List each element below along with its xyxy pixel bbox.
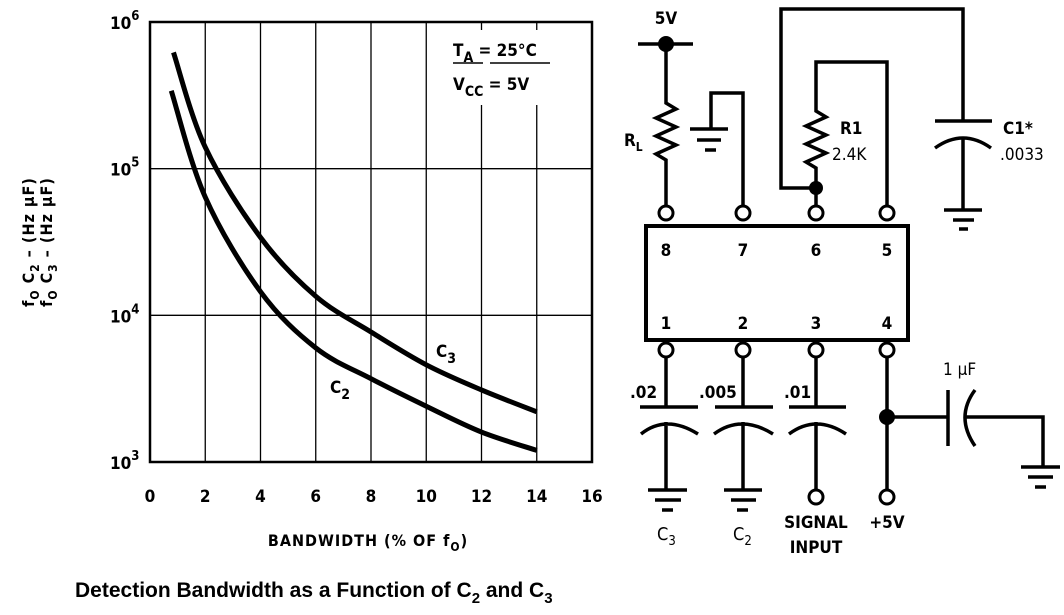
x-axis-label: BANDWIDTH (% OF fO) bbox=[268, 531, 468, 554]
supply-5v-label: 5V bbox=[655, 9, 678, 29]
y-tick-label: 105 bbox=[110, 156, 139, 181]
annotation-bg bbox=[445, 30, 585, 105]
pin-4-label: 4 bbox=[882, 314, 893, 334]
x-tick-label: 12 bbox=[471, 487, 492, 507]
curves bbox=[168, 51, 538, 453]
series-label-c3: C3 bbox=[436, 342, 456, 367]
y-axis-label: fO C2 – (Hz µF) fO C3 – (Hz µF) bbox=[19, 177, 60, 307]
pin-2-label: 2 bbox=[738, 314, 749, 334]
pin-3-label: 3 bbox=[811, 314, 822, 334]
pin-1-label: 1 bbox=[661, 314, 672, 334]
annotation-vcc: VCC = 5V bbox=[453, 75, 529, 100]
series-line-c2 bbox=[168, 89, 538, 453]
series-label-c2: C2 bbox=[330, 378, 350, 403]
pin-terminals bbox=[657, 204, 896, 506]
pin-8-label: 8 bbox=[661, 241, 672, 261]
c3-value: .02 bbox=[630, 383, 657, 403]
pin-7-label: 7 bbox=[738, 241, 749, 261]
figure-caption: Detection Bandwidth as a Function of C2 … bbox=[75, 579, 553, 607]
signal-label: SIGNAL bbox=[784, 513, 848, 533]
x-tick-label: 2 bbox=[200, 487, 211, 507]
x-tick-label: 4 bbox=[255, 487, 266, 507]
y-tick-label: 104 bbox=[110, 302, 139, 327]
ic-package bbox=[644, 224, 910, 342]
y-axis-label-c3: fO C3 – (Hz µF) bbox=[37, 177, 60, 307]
input-cap-value: .01 bbox=[784, 383, 811, 403]
series-line-c3 bbox=[171, 51, 538, 415]
c3-label: C3 bbox=[657, 524, 676, 549]
c1-label: C1* bbox=[1003, 119, 1033, 139]
x-tick-label: 0 bbox=[145, 487, 156, 507]
pin-6-label: 6 bbox=[811, 241, 822, 261]
input-label: INPUT bbox=[790, 538, 843, 558]
pin-numbers: 8 7 6 5 1 2 3 4 bbox=[661, 241, 893, 334]
wires bbox=[638, 7, 1060, 512]
y-axis-label-c2: fO C2 – (Hz µF) bbox=[19, 177, 42, 307]
rl-label: RL bbox=[624, 131, 643, 154]
x-ticks: 0 2 4 6 8 10 12 16 14 bbox=[145, 487, 603, 507]
x-tick-label: 10 bbox=[416, 487, 437, 507]
component-labels: 5V RL R1 2.4K C1* .0033 .02 .005 .01 1 µ… bbox=[624, 9, 1044, 558]
grid bbox=[150, 22, 592, 462]
pin-5-label: 5 bbox=[882, 241, 893, 261]
chart: 103 104 105 106 0 2 4 6 8 10 12 16 14 TA = 25°C VCC… bbox=[19, 9, 603, 554]
c1-value: .0033 bbox=[1000, 145, 1044, 165]
r1-label: R1 bbox=[840, 119, 862, 139]
plus5v-label: +5V bbox=[869, 513, 904, 533]
c2-value: .005 bbox=[699, 383, 737, 403]
x-tick-label: 8 bbox=[366, 487, 377, 507]
cap-1uf-label: 1 µF bbox=[943, 360, 976, 380]
y-ticks: 103 104 105 106 bbox=[110, 9, 139, 474]
circuit-diagram: 8 7 6 5 1 2 3 4 bbox=[624, 7, 1060, 558]
x-tick-label: 14 bbox=[526, 487, 547, 507]
y-tick-label: 103 bbox=[110, 449, 139, 474]
r1-value: 2.4K bbox=[832, 145, 867, 165]
annotation-ta: TA = 25°C bbox=[453, 41, 537, 66]
x-tick-label: 16 bbox=[581, 487, 602, 507]
c2-label: C2 bbox=[733, 524, 752, 549]
nodes bbox=[658, 36, 895, 425]
x-tick-label: 6 bbox=[310, 487, 321, 507]
y-tick-label: 106 bbox=[110, 9, 139, 34]
